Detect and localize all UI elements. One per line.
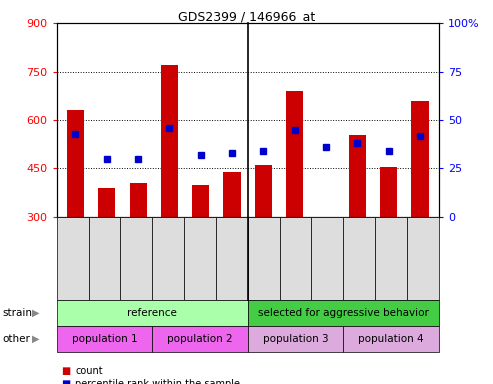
Bar [255, 165, 272, 217]
Text: other: other [2, 334, 31, 344]
Bar [67, 110, 84, 217]
Text: population 4: population 4 [358, 334, 424, 344]
Text: ▶: ▶ [32, 334, 40, 344]
Text: reference: reference [127, 308, 177, 318]
Text: population 3: population 3 [263, 334, 328, 344]
Bar [411, 101, 428, 217]
Text: ■: ■ [62, 379, 71, 384]
Bar [130, 183, 147, 217]
Bar [380, 167, 397, 217]
Text: selected for aggressive behavior: selected for aggressive behavior [258, 308, 429, 318]
Text: ■: ■ [62, 366, 71, 376]
Text: percentile rank within the sample: percentile rank within the sample [75, 379, 241, 384]
Text: ▶: ▶ [32, 308, 40, 318]
Bar [192, 185, 210, 217]
Bar [223, 172, 241, 217]
Text: count: count [75, 366, 103, 376]
Bar [286, 91, 303, 217]
Bar [349, 134, 366, 217]
Text: population 2: population 2 [167, 334, 233, 344]
Bar [161, 65, 178, 217]
Bar [98, 188, 115, 217]
Text: GDS2399 / 146966_at: GDS2399 / 146966_at [178, 10, 315, 23]
Text: strain: strain [2, 308, 33, 318]
Text: population 1: population 1 [71, 334, 137, 344]
